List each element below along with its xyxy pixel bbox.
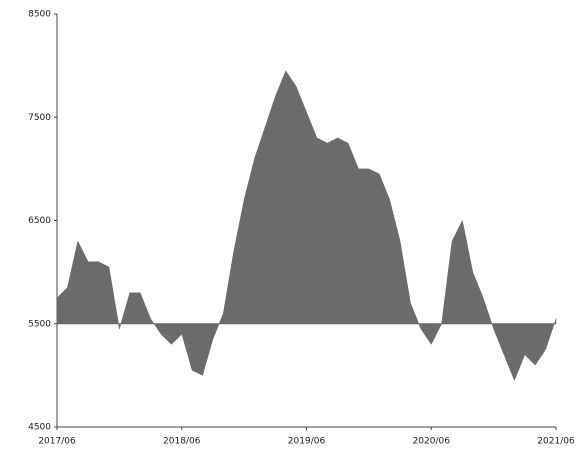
x-tick-label: 2018/06	[163, 437, 201, 447]
x-tick-label: 2020/06	[413, 437, 451, 447]
x-tick-label: 2017/06	[38, 437, 76, 447]
y-tick-label: 7500	[28, 113, 51, 123]
area	[56, 70, 557, 382]
y-tick-label: 5500	[28, 319, 51, 329]
x-tick-label: 2019/06	[288, 437, 326, 447]
x-tick-label: 2021/06	[537, 437, 575, 447]
y-tick-label: 6500	[28, 216, 51, 226]
y-tick-label: 8500	[28, 10, 51, 20]
y-tick-label: 4500	[28, 423, 51, 433]
